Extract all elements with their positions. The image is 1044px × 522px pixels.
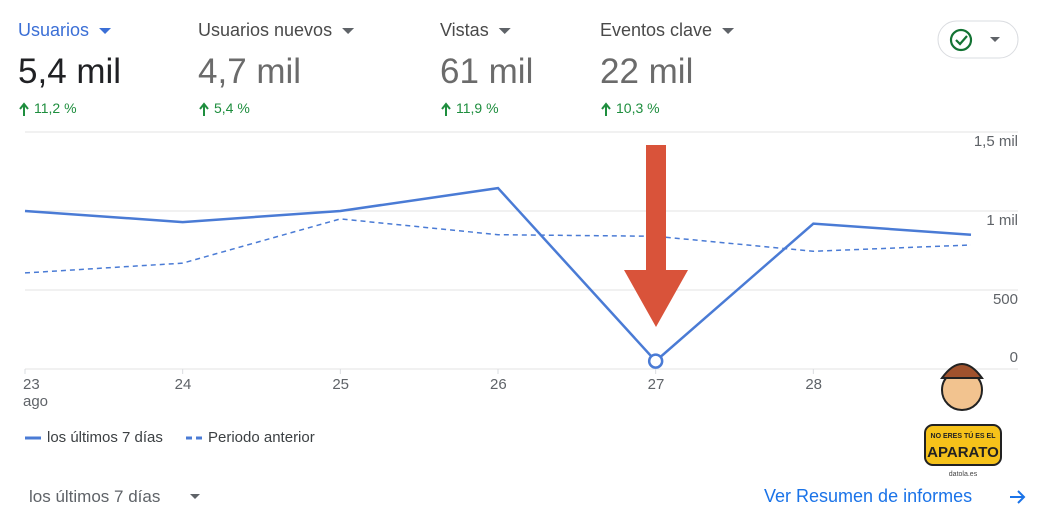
link-arrow — [1010, 490, 1026, 504]
metric-label[interactable]: Usuarios — [18, 20, 90, 40]
up-arrow-icon — [601, 102, 611, 116]
period-selector[interactable]: los últimos 7 días — [29, 487, 161, 506]
metric-label[interactable]: Vistas — [440, 20, 489, 40]
metric-value: 4,7 mil — [198, 52, 302, 91]
metric-value: 22 mil — [600, 52, 694, 91]
watermark-text: NO ERES TÚ ES EL — [931, 431, 997, 440]
dropdown-icon — [722, 28, 735, 34]
metric-change: 10,3 % — [616, 100, 660, 116]
annotation-arrow — [624, 145, 688, 327]
y-tick-label: 1,5 mil — [974, 133, 1018, 150]
metric-label[interactable]: Usuarios nuevos — [198, 20, 333, 40]
x-tick-label: 26 — [490, 376, 507, 393]
check-icon — [949, 28, 973, 52]
legend-label: Periodo anterior — [208, 429, 315, 446]
x-tick-label: 24 — [174, 376, 192, 393]
x-tick-label: 27 — [647, 376, 665, 393]
series-line — [24, 186, 972, 363]
watermark-text: APARATO — [927, 444, 999, 461]
dropdown-icon — [342, 28, 355, 34]
legend-label: los últimos 7 días — [47, 429, 163, 446]
metric-change: 11,2 % — [34, 100, 77, 116]
dropdown-icon — [990, 37, 1000, 42]
dropdown-icon — [190, 494, 200, 499]
series-line — [24, 218, 972, 274]
highlight-point — [647, 353, 664, 369]
metric-change: 5,4 % — [214, 100, 250, 116]
x-tick-label: 25 — [332, 376, 350, 393]
watermark-text: datola.es — [949, 471, 978, 478]
metric-value: 61 mil — [440, 52, 534, 91]
y-tick-label: 500 — [993, 291, 1018, 308]
x-tick-label: 23 ago — [23, 376, 49, 410]
dropdown-icon — [498, 28, 511, 34]
check-mark — [955, 35, 968, 46]
report-link[interactable]: Ver Resumen de informes — [764, 486, 973, 506]
watermark: NO ERES TÚ ES EL APARATO datola.es — [924, 363, 1002, 478]
dropdown-icon — [99, 28, 112, 34]
y-tick-label: 1 mil — [986, 212, 1018, 229]
metric-label[interactable]: Eventos clave — [600, 20, 713, 40]
x-tick-label: 28 — [805, 376, 823, 393]
up-arrow-icon — [199, 102, 209, 116]
y-tick-label: 0 — [1010, 349, 1018, 366]
metric-value: 5,4 mil — [18, 52, 122, 91]
up-arrow-icon — [441, 102, 451, 116]
metric-change: 11,9 % — [456, 100, 499, 116]
up-arrow-icon — [19, 102, 29, 116]
